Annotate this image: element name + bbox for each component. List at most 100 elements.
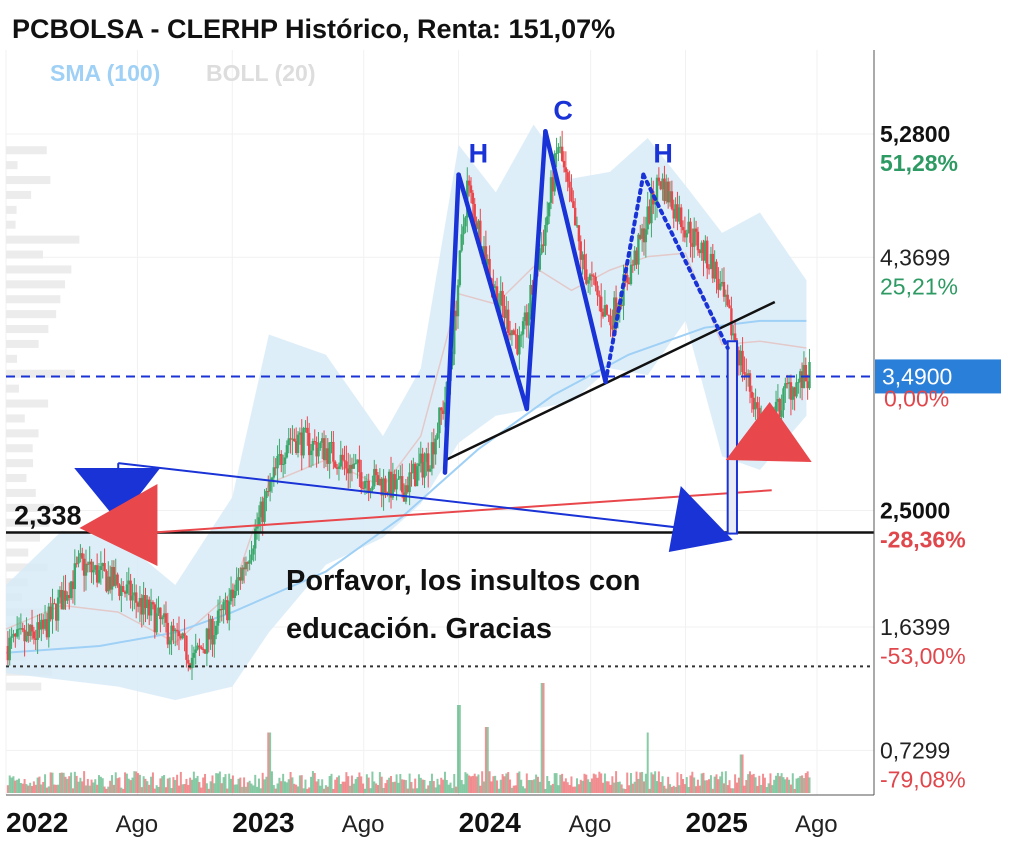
candle-body <box>17 628 21 630</box>
candle-body <box>577 225 581 242</box>
volume-bar <box>735 782 738 793</box>
volume-bar <box>438 784 441 793</box>
candle-body <box>421 453 424 478</box>
candle-body <box>389 471 393 498</box>
candle-body <box>92 569 95 573</box>
volume-bar <box>390 775 393 793</box>
volume-bar <box>667 776 670 793</box>
y-tick-label: 2,5000 <box>880 498 950 524</box>
volume-bar <box>449 782 452 793</box>
candle-body <box>594 276 597 286</box>
volume-profile-bar <box>6 265 72 274</box>
candle-body <box>410 472 413 474</box>
candle-body <box>12 633 15 637</box>
candle-body <box>428 468 432 472</box>
y-tick-label: 1,6399 <box>880 614 950 640</box>
volume-bar <box>112 784 115 793</box>
volume-bar <box>563 781 565 793</box>
volume-bar <box>58 772 61 793</box>
candle-body <box>149 602 153 616</box>
volume-bar <box>471 775 474 793</box>
candle-body <box>719 283 722 290</box>
candle-body <box>374 468 378 476</box>
volume-bar <box>609 784 612 793</box>
volume-bar <box>105 788 108 793</box>
candle-body <box>361 488 365 490</box>
candle-body <box>214 625 218 636</box>
candle-body <box>804 365 807 382</box>
volume-bar <box>665 788 668 793</box>
candle-body <box>289 438 292 440</box>
volume-bar <box>16 779 19 793</box>
candle-body <box>306 427 309 433</box>
volume-bar <box>557 785 560 793</box>
candle-body <box>473 203 476 223</box>
volume-bar <box>23 778 26 793</box>
volume-bar <box>762 773 765 793</box>
volume-bar <box>615 771 618 793</box>
volume-bar <box>86 778 89 793</box>
candle-body <box>393 474 396 490</box>
volume-bar <box>248 780 251 793</box>
volume-profile-bar <box>6 161 18 170</box>
indicator-sma-label[interactable]: SMA (100) <box>50 60 160 86</box>
candle-body <box>482 246 486 257</box>
indicator-boll-label[interactable]: BOLL (20) <box>206 60 315 86</box>
candle-body <box>172 625 175 632</box>
volume-profile-bar <box>6 146 47 155</box>
volume-bar <box>494 775 497 793</box>
candle-body <box>601 311 605 317</box>
volume-bar <box>739 754 742 793</box>
volume-profile-bar <box>6 220 16 229</box>
candle-body <box>200 647 203 649</box>
candle-body <box>774 401 778 420</box>
candle-body <box>568 181 571 188</box>
volume-bar <box>10 777 13 793</box>
candle-body <box>538 253 542 270</box>
candle-body <box>75 563 78 565</box>
volume-bar <box>628 785 631 793</box>
volume-bar <box>274 788 277 793</box>
candle-body <box>443 402 447 414</box>
volume-bar <box>243 777 246 793</box>
candle-body <box>274 467 277 469</box>
candle-body <box>82 558 86 576</box>
candle-body <box>746 373 750 377</box>
volume-bar <box>98 775 100 793</box>
volume-bar <box>313 772 316 793</box>
candle-body <box>456 285 460 317</box>
volume-bar <box>369 788 372 793</box>
volume-bar <box>442 779 445 793</box>
volume-bar <box>194 778 197 793</box>
candle-body <box>603 305 607 317</box>
volume-bar <box>44 774 47 793</box>
volume-bar <box>641 771 644 793</box>
volume-bar <box>514 785 517 793</box>
volume-profile-bar <box>6 384 19 393</box>
candle-body <box>356 459 359 464</box>
red-trend-line <box>137 489 772 535</box>
candle-body <box>579 241 582 260</box>
candle-body <box>348 464 352 474</box>
volume-bar <box>756 785 759 793</box>
candle-body <box>205 628 209 654</box>
x-tick-label: 2022 <box>6 807 68 838</box>
volume-bar <box>596 777 599 793</box>
candle-body <box>653 202 657 205</box>
candle-body <box>605 305 608 315</box>
candle-body <box>800 371 804 388</box>
volume-bar <box>484 727 487 793</box>
volume-bar <box>79 777 82 793</box>
candle-body <box>302 428 305 456</box>
volume-bar <box>542 683 545 793</box>
volume-bar <box>349 785 352 793</box>
volume-bar <box>319 785 322 793</box>
volume-bar <box>501 774 504 793</box>
candle-body <box>657 177 661 182</box>
volume-bar <box>529 780 532 793</box>
candle-body <box>293 438 296 442</box>
candle-body <box>698 250 701 254</box>
volume-bar <box>55 784 58 793</box>
candle-body <box>81 553 84 559</box>
candle-body <box>434 438 437 455</box>
